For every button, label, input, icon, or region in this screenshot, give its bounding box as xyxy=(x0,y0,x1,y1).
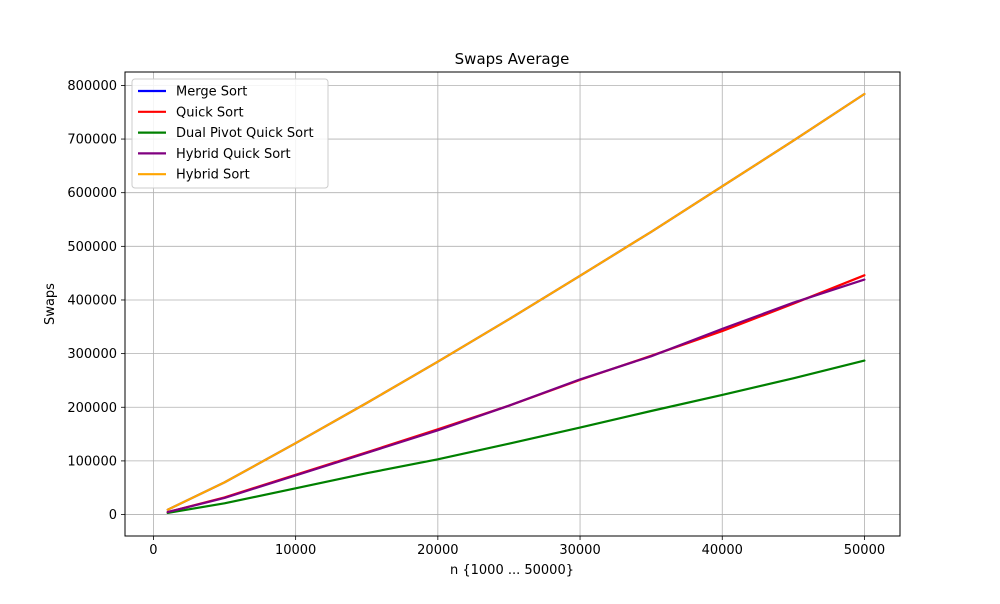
series-line-hybrid-sort xyxy=(166,92,866,511)
x-tick-label: 50000 xyxy=(844,543,885,558)
y-axis-label: Swaps xyxy=(43,283,58,325)
y-tick-label: 300000 xyxy=(67,347,117,362)
legend-box xyxy=(131,78,329,189)
legend-label-hybrid-quick-sort: Hybrid Quick Sort xyxy=(176,147,291,162)
y-axis-ticks: 0 100000 200000 300000 400000 500000 600000 700… xyxy=(67,79,125,523)
legend-label-hybrid-sort: Hybrid Sort xyxy=(176,168,250,183)
y-tick-label: 100000 xyxy=(67,454,117,469)
legend-label-dual-pivot-quick-sort: Dual Pivot Quick Sort xyxy=(176,126,314,141)
y-tick-label: 600000 xyxy=(67,186,117,201)
x-axis-label: n {1000 ... 50000} xyxy=(450,563,574,578)
x-tick-label: 10000 xyxy=(275,543,316,558)
series-line-dual-pivot-quick-sort xyxy=(166,359,866,515)
series-lines xyxy=(166,92,866,515)
y-tick-label: 400000 xyxy=(67,293,117,308)
series-line-hybrid-quick-sort xyxy=(166,278,866,514)
y-tick-label: 200000 xyxy=(67,401,117,416)
x-axis-ticks: 0 10000 20000 30000 40000 50000 xyxy=(149,536,885,558)
legend: Merge Sort Quick Sort Dual Pivot Quick Sor… xyxy=(131,78,329,189)
legend-label-merge-sort: Merge Sort xyxy=(176,85,247,100)
y-tick-label: 700000 xyxy=(67,133,117,148)
y-tick-label: 0 xyxy=(109,508,117,523)
chart-title: Swaps Average xyxy=(455,50,570,68)
legend-label-quick-sort: Quick Sort xyxy=(176,105,244,120)
x-tick-label: 30000 xyxy=(559,543,600,558)
plot-frame xyxy=(124,71,901,537)
grid-lines xyxy=(125,72,900,536)
x-tick-label: 0 xyxy=(149,543,157,558)
x-tick-label: 20000 xyxy=(417,543,458,558)
x-tick-label: 40000 xyxy=(702,543,743,558)
y-tick-label: 800000 xyxy=(67,79,117,94)
y-tick-label: 500000 xyxy=(67,240,117,255)
